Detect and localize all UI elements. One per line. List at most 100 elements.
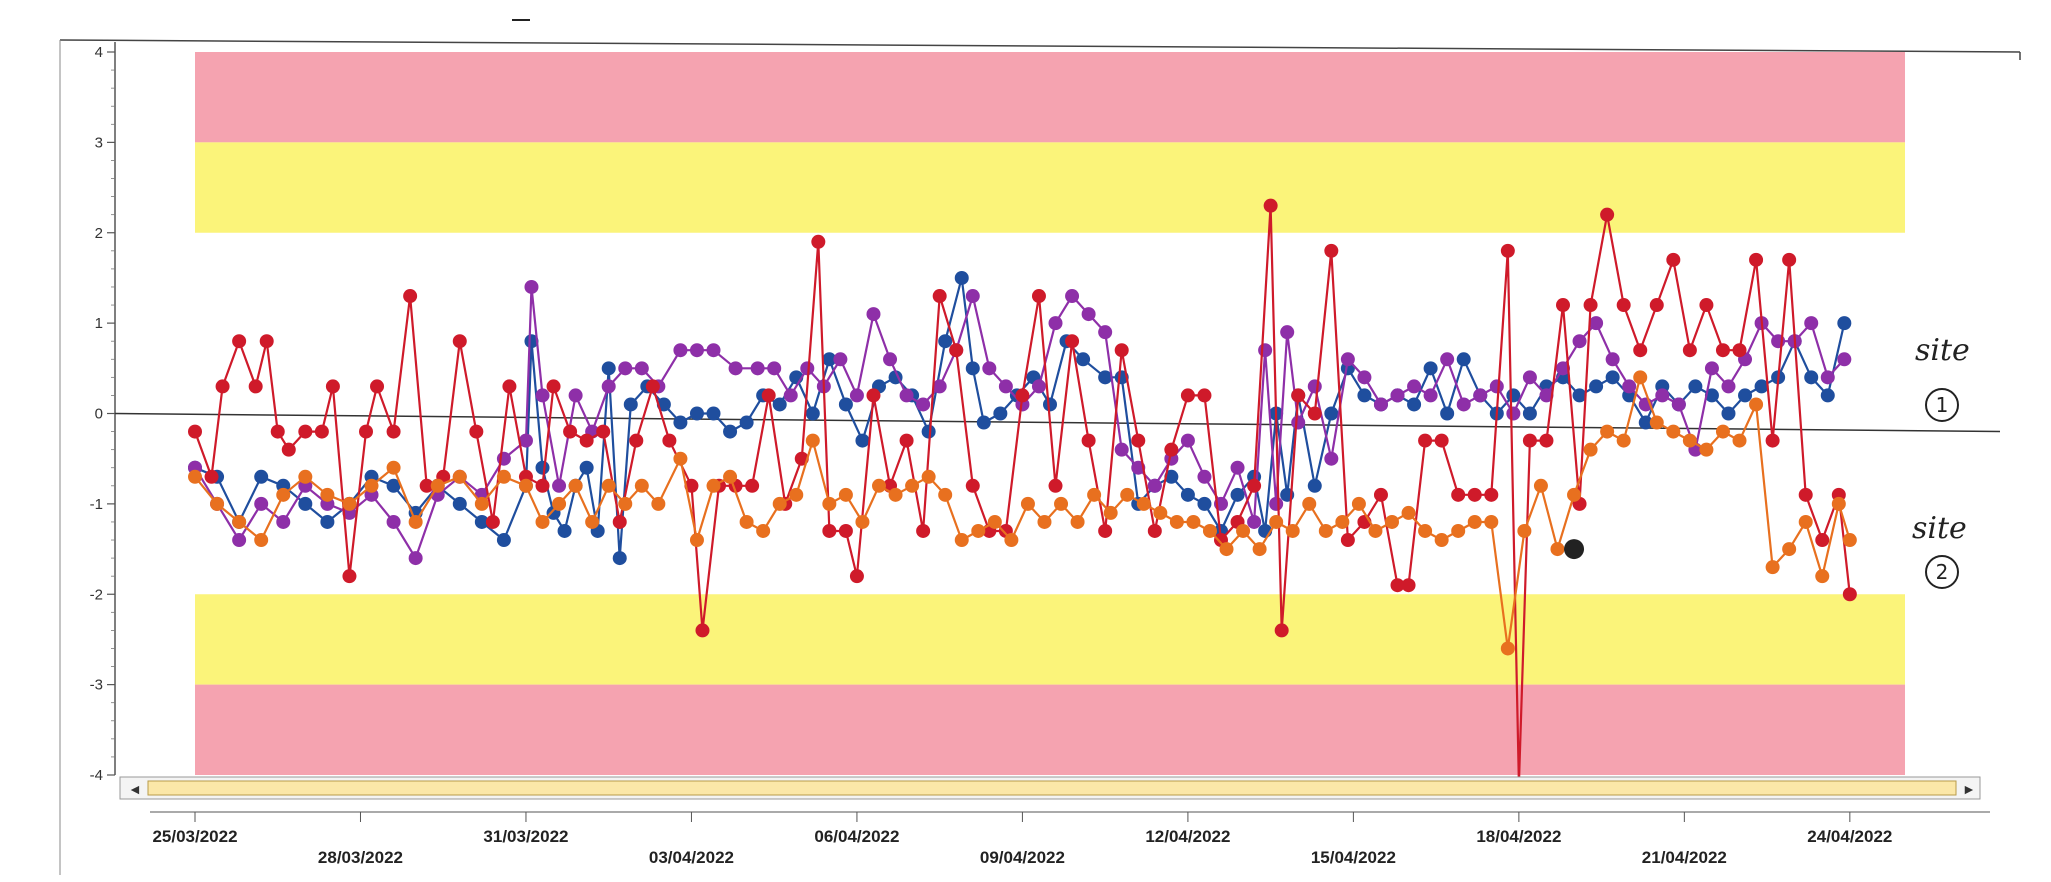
annotation-number: 2 bbox=[1936, 560, 1949, 584]
data-point bbox=[1418, 433, 1433, 448]
x-tick-label: 31/03/2022 bbox=[483, 827, 568, 846]
data-point bbox=[1081, 307, 1096, 322]
top-border bbox=[59, 39, 2021, 53]
data-point bbox=[745, 478, 760, 493]
data-point bbox=[215, 379, 230, 394]
data-point bbox=[1842, 587, 1857, 602]
x-tick-label: 28/03/2022 bbox=[318, 848, 403, 867]
scrollbar-thumb[interactable] bbox=[147, 780, 1957, 796]
data-point bbox=[673, 451, 688, 466]
data-point bbox=[949, 343, 964, 358]
zero-reference-line bbox=[114, 412, 2001, 433]
data-point bbox=[314, 424, 329, 439]
x-tick-label: 25/03/2022 bbox=[152, 827, 237, 846]
data-point bbox=[1440, 406, 1455, 421]
data-point bbox=[386, 514, 401, 529]
x-tick-label: 24/04/2022 bbox=[1807, 827, 1892, 846]
data-point bbox=[888, 487, 903, 502]
data-point bbox=[1031, 379, 1046, 394]
data-point bbox=[932, 379, 947, 394]
data-point bbox=[502, 379, 517, 394]
scroll-left-button[interactable]: ◄ bbox=[128, 781, 142, 797]
data-point bbox=[855, 433, 870, 448]
data-point bbox=[728, 361, 743, 376]
data-point bbox=[1131, 433, 1146, 448]
data-point bbox=[1407, 379, 1422, 394]
data-point bbox=[1324, 451, 1339, 466]
data-point bbox=[838, 523, 853, 538]
horizontal-scrollbar[interactable]: ◄ ► bbox=[119, 776, 1981, 800]
data-point bbox=[1147, 523, 1162, 538]
data-point bbox=[430, 478, 445, 493]
data-point bbox=[579, 433, 594, 448]
scroll-right-button[interactable]: ► bbox=[1962, 781, 1976, 797]
data-point bbox=[723, 469, 738, 484]
data-point bbox=[1688, 379, 1703, 394]
data-point bbox=[1622, 379, 1637, 394]
data-point bbox=[1837, 352, 1852, 367]
data-point bbox=[651, 496, 666, 511]
data-point bbox=[1500, 641, 1515, 656]
data-point bbox=[921, 424, 936, 439]
data-point bbox=[474, 496, 489, 511]
x-tick-label: 09/04/2022 bbox=[980, 848, 1065, 867]
data-point bbox=[1456, 397, 1471, 412]
data-point bbox=[1682, 433, 1697, 448]
data-point bbox=[706, 406, 721, 421]
data-point bbox=[1164, 442, 1179, 457]
data-point bbox=[1804, 316, 1819, 331]
x-tick-label: 15/04/2022 bbox=[1311, 848, 1396, 867]
data-point bbox=[1418, 523, 1433, 538]
data-point bbox=[248, 379, 263, 394]
data-point bbox=[916, 523, 931, 538]
data-point bbox=[1738, 388, 1753, 403]
data-point bbox=[921, 469, 936, 484]
data-point bbox=[905, 478, 920, 493]
data-point bbox=[1655, 388, 1670, 403]
data-point bbox=[1556, 298, 1570, 313]
data-point bbox=[1572, 334, 1587, 349]
data-point bbox=[259, 334, 274, 349]
y-tick-label: 3 bbox=[95, 134, 103, 151]
data-point bbox=[618, 496, 633, 511]
data-point bbox=[1539, 388, 1554, 403]
data-point bbox=[1467, 514, 1482, 529]
data-point bbox=[1440, 352, 1455, 367]
data-point bbox=[1798, 514, 1813, 529]
data-point bbox=[1749, 397, 1764, 412]
data-point bbox=[1263, 198, 1278, 213]
data-point bbox=[866, 307, 881, 322]
data-point bbox=[579, 460, 594, 475]
data-point bbox=[739, 415, 754, 430]
data-point bbox=[1666, 252, 1681, 267]
data-point bbox=[916, 397, 931, 412]
data-point bbox=[1048, 316, 1063, 331]
data-point bbox=[838, 397, 853, 412]
data-point bbox=[1318, 523, 1333, 538]
data-point bbox=[1098, 523, 1113, 538]
data-point bbox=[1732, 433, 1747, 448]
data-point bbox=[1401, 505, 1416, 520]
data-point bbox=[1500, 243, 1515, 258]
data-point bbox=[866, 388, 881, 403]
data-point bbox=[403, 289, 418, 304]
data-point bbox=[1219, 542, 1234, 557]
threshold-bands bbox=[195, 52, 1905, 775]
data-point bbox=[452, 496, 467, 511]
data-point bbox=[1671, 397, 1686, 412]
x-tick-label: 06/04/2022 bbox=[814, 827, 899, 846]
data-point bbox=[1258, 343, 1273, 358]
data-point bbox=[524, 334, 539, 349]
data-point bbox=[320, 514, 335, 529]
data-point bbox=[623, 397, 638, 412]
y-tick-label: 4 bbox=[95, 44, 103, 61]
data-point bbox=[1373, 487, 1388, 502]
data-point bbox=[987, 514, 1002, 529]
data-point bbox=[1522, 406, 1537, 421]
data-point bbox=[518, 478, 533, 493]
plot-frame bbox=[59, 39, 2021, 875]
data-point bbox=[601, 379, 616, 394]
data-point bbox=[1434, 533, 1449, 548]
data-point bbox=[1600, 424, 1615, 439]
